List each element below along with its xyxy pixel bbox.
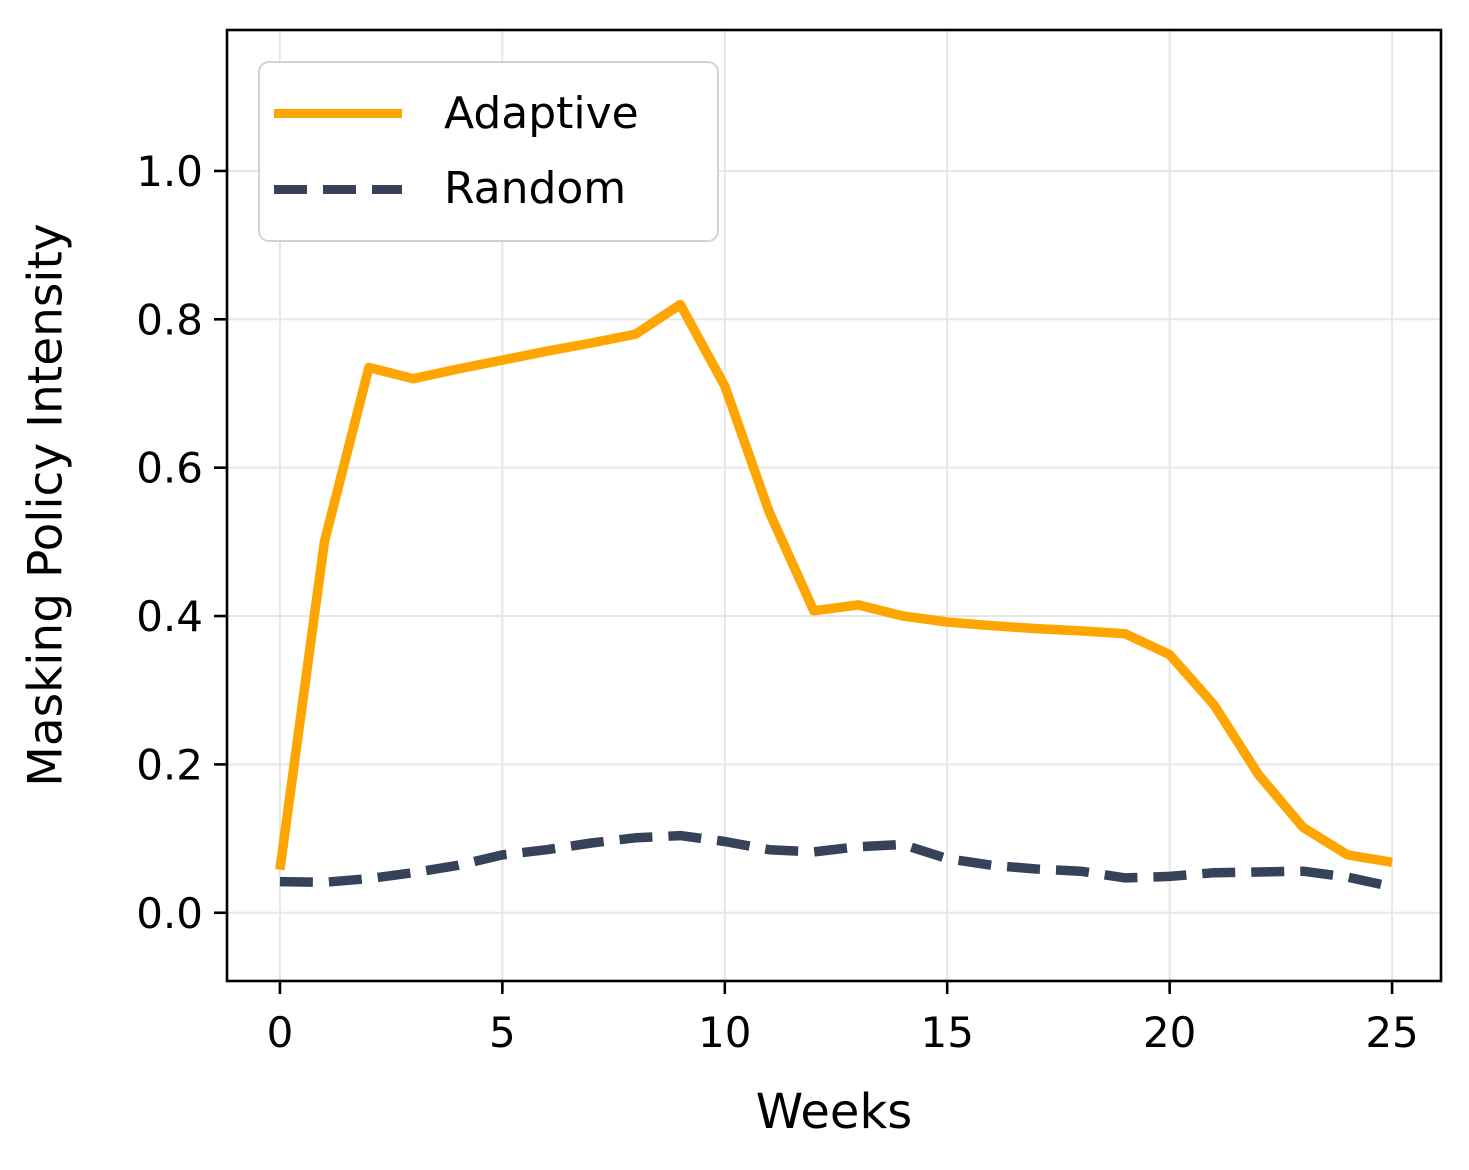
legend-entry-random: Random: [274, 162, 717, 214]
legend-label-adaptive: Adaptive: [444, 87, 639, 139]
adaptive-line: [275, 299, 1393, 871]
y-tick-label: 1.0: [136, 147, 203, 196]
y-tick-label: 0.4: [136, 592, 203, 641]
x-tick-label: 15: [920, 1008, 973, 1057]
plot-border: [225, 28, 1443, 983]
x-axis-label: Weeks: [755, 1084, 913, 1140]
x-tick-label: 10: [698, 1008, 751, 1057]
y-tick-label: 0.8: [136, 295, 203, 344]
random-line-sample-icon: [274, 184, 402, 194]
y-axis-label: Masking Policy Intensity: [18, 223, 74, 787]
legend: Adaptive Random: [258, 61, 719, 242]
adaptive-line-sample-icon: [274, 109, 402, 119]
legend-entry-adaptive: Adaptive: [274, 87, 717, 139]
x-tick-label: 0: [267, 1008, 294, 1057]
y-tick-label: 0.2: [136, 740, 203, 789]
x-tick-label: 25: [1365, 1008, 1418, 1057]
random-line: [279, 830, 1394, 892]
x-tick-label: 20: [1143, 1008, 1196, 1057]
y-tick-label: 0.0: [136, 889, 203, 938]
legend-label-random: Random: [444, 162, 627, 214]
x-tick-label: 5: [489, 1008, 516, 1057]
y-tick-label: 0.6: [136, 444, 203, 493]
